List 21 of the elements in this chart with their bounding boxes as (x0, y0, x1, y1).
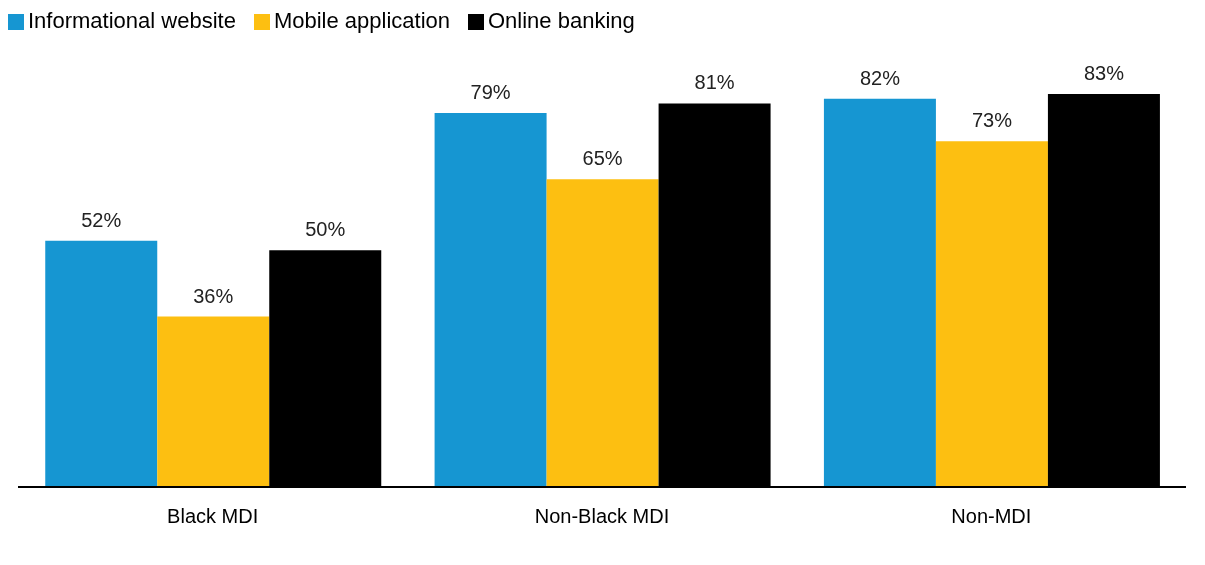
data-label: 73% (971, 109, 1013, 132)
data-label: 65% (582, 147, 623, 170)
data-label: 83% (1083, 62, 1125, 84)
x-tick-label: Non-Black MDI (534, 505, 670, 528)
x-tick-label: Black MDI (167, 505, 259, 528)
bar (935, 141, 1048, 487)
data-label: 52% (81, 208, 122, 231)
data-label: 36% (193, 284, 234, 307)
data-label: 50% (305, 218, 346, 241)
legend-label: Mobile application (273, 8, 450, 33)
x-tick-label: Non-MDI (951, 505, 1032, 528)
bar (157, 316, 270, 487)
bar (823, 98, 936, 487)
data-label: 81% (694, 71, 735, 94)
bar (45, 240, 158, 487)
legend-label: Online banking (488, 8, 635, 33)
bar (434, 112, 547, 487)
legend-label: Informational website (28, 8, 236, 33)
bar (546, 179, 659, 487)
data-label: 82% (859, 66, 901, 89)
data-label: 79% (470, 80, 511, 103)
